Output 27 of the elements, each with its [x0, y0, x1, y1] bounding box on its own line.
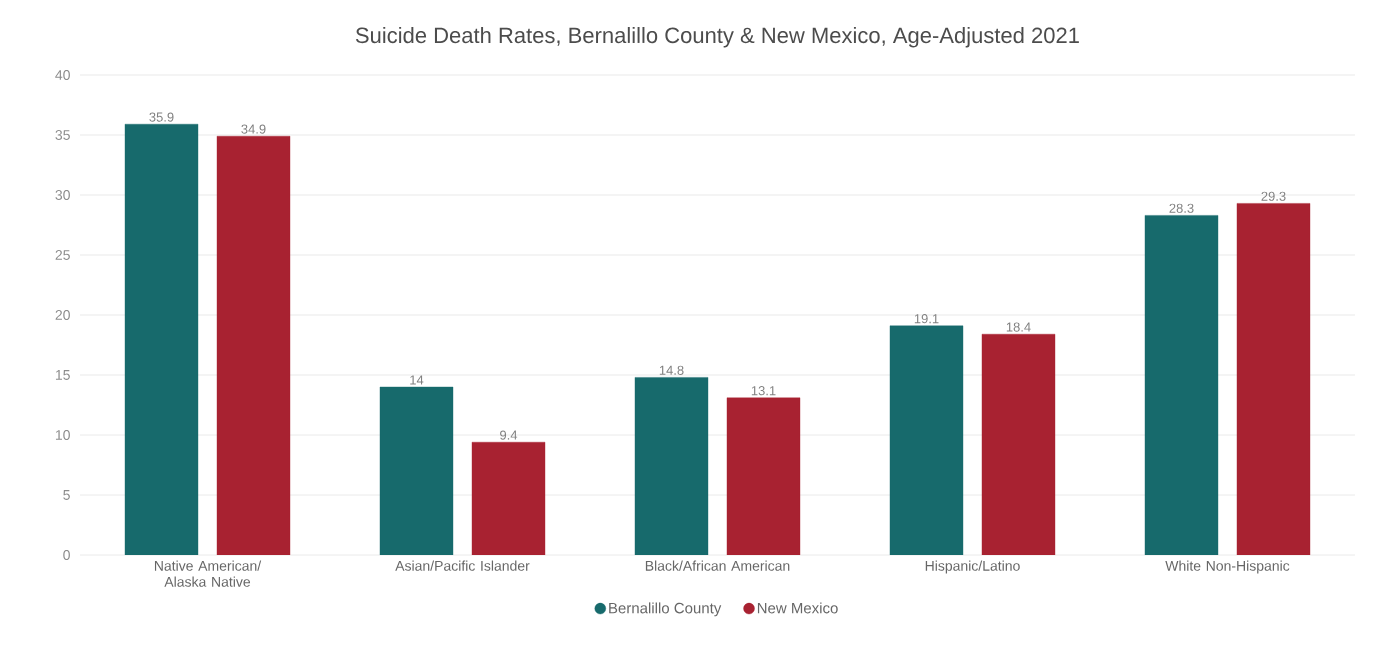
legend-label: Bernalillo County — [609, 602, 722, 617]
data-label: 14 — [410, 375, 424, 385]
y-tick-label: 20 — [55, 310, 70, 320]
data-label: 9.4 — [500, 430, 518, 440]
x-tick-label: Native American/ Alaska Native — [154, 560, 262, 587]
data-label: 14.8 — [659, 365, 684, 375]
data-label: 29.3 — [1261, 191, 1286, 201]
x-tick-label: Hispanic/Latino — [925, 560, 1020, 574]
x-tick-label: Black/African American — [645, 560, 790, 571]
data-label: 35.9 — [149, 112, 174, 122]
x-tick-label: Asian/Pacific Islander — [395, 560, 530, 571]
y-tick-label: 10 — [55, 430, 70, 440]
data-label: 34.9 — [241, 124, 266, 134]
y-tick-label: 35 — [55, 130, 70, 140]
x-tick-label: White Non-Hispanic — [1165, 560, 1290, 574]
data-label: 18.4 — [1006, 322, 1031, 332]
y-tick-label: 25 — [55, 250, 70, 260]
y-tick-label: 0 — [63, 550, 70, 560]
y-tick-label: 15 — [55, 370, 70, 380]
data-label: 13.1 — [751, 386, 776, 396]
legend-label: New Mexico — [757, 602, 838, 614]
y-tick-label: 30 — [55, 190, 70, 200]
y-tick-label: 5 — [63, 490, 70, 500]
data-label: 28.3 — [1169, 203, 1194, 213]
data-label: 19.1 — [914, 314, 939, 324]
chart-title: Suicide Death Rates, Bernalillo County & New Mexico, Age-Adjusted 2021 — [355, 26, 1079, 48]
y-tick-label: 40 — [55, 70, 70, 80]
